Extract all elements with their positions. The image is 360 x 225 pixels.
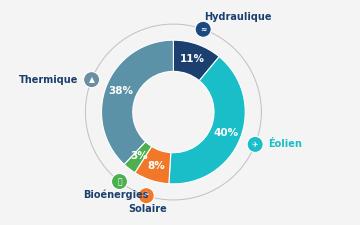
Wedge shape bbox=[124, 142, 152, 173]
Wedge shape bbox=[102, 40, 174, 164]
Wedge shape bbox=[174, 40, 219, 81]
Text: Thermique: Thermique bbox=[19, 75, 78, 85]
Circle shape bbox=[195, 21, 211, 37]
Text: Solaire: Solaire bbox=[129, 204, 167, 214]
Circle shape bbox=[138, 188, 154, 204]
Circle shape bbox=[247, 136, 263, 153]
Text: Hydraulique: Hydraulique bbox=[204, 12, 271, 22]
Text: ✈: ✈ bbox=[252, 140, 258, 149]
Text: Éolien: Éolien bbox=[269, 140, 302, 149]
Text: 3%: 3% bbox=[130, 151, 148, 162]
Text: Bioénergies: Bioénergies bbox=[83, 189, 148, 200]
Circle shape bbox=[84, 72, 100, 88]
Text: 40%: 40% bbox=[213, 128, 238, 138]
Text: ✸: ✸ bbox=[143, 191, 149, 200]
Wedge shape bbox=[169, 57, 245, 184]
Text: 8%: 8% bbox=[147, 161, 165, 171]
Text: ≈: ≈ bbox=[200, 25, 206, 34]
Circle shape bbox=[112, 173, 127, 189]
Text: 11%: 11% bbox=[180, 54, 205, 64]
Text: 38%: 38% bbox=[109, 86, 134, 96]
Wedge shape bbox=[135, 146, 171, 184]
Text: 🍃: 🍃 bbox=[117, 177, 122, 186]
Text: ▲: ▲ bbox=[89, 75, 95, 84]
